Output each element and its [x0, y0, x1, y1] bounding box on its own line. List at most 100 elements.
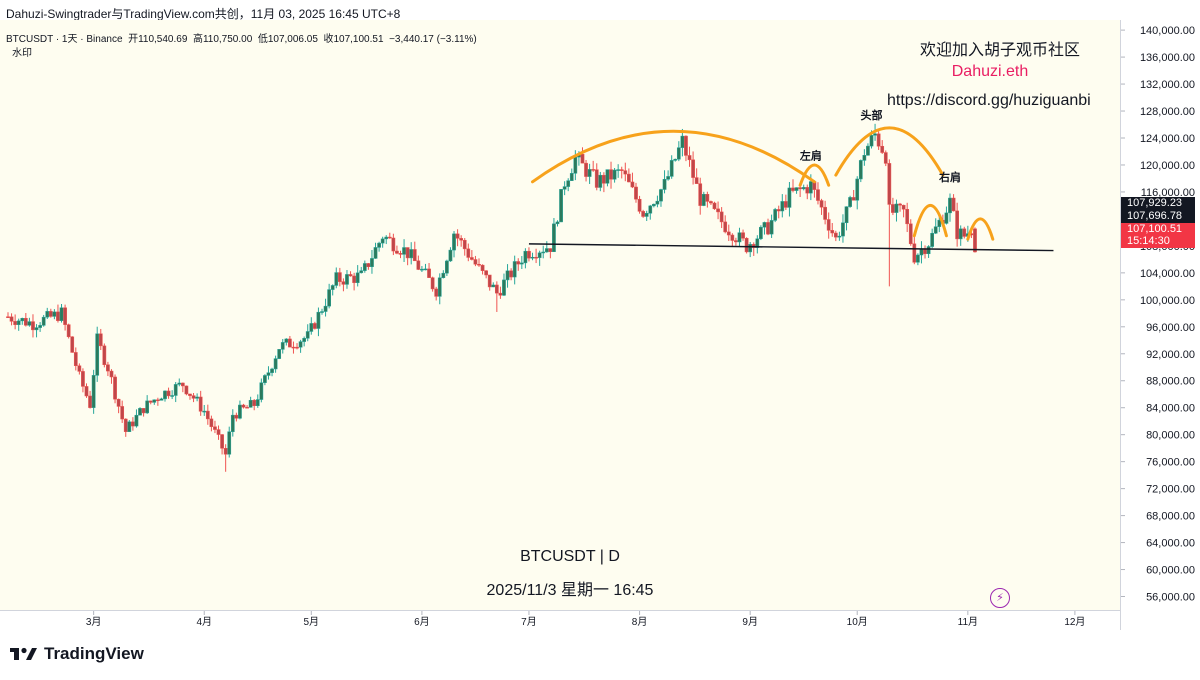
- candle-body: [402, 247, 406, 255]
- candle-body: [869, 135, 874, 147]
- candle-body: [16, 320, 21, 325]
- candle-body: [876, 133, 881, 147]
- candle-body: [923, 248, 927, 255]
- candle-body: [826, 219, 831, 231]
- candle-body: [833, 232, 838, 238]
- candle-body: [370, 258, 374, 268]
- candle-body: [462, 239, 467, 250]
- candle-body: [6, 316, 10, 318]
- candle-body: [59, 307, 64, 321]
- candle-body: [651, 203, 656, 207]
- candle-body: [559, 189, 563, 223]
- legend-open: 110,540.69: [138, 34, 188, 45]
- candle-body: [866, 145, 870, 156]
- candle-body: [662, 179, 667, 190]
- candle-body: [844, 206, 849, 224]
- price-tick-label: 128,000.00: [1140, 106, 1195, 118]
- watermark-toggle-label[interactable]: 水印: [12, 48, 32, 59]
- candle-body: [698, 183, 703, 206]
- time-tick-label: 10月: [847, 616, 868, 628]
- candle-body: [623, 170, 628, 175]
- legend-low: 107,006.05: [267, 34, 318, 45]
- candle-body: [962, 228, 967, 237]
- candle-body: [516, 261, 521, 265]
- candle-body: [726, 231, 731, 236]
- candle-body: [687, 155, 692, 161]
- price-tick-label: 72,000.00: [1146, 484, 1195, 496]
- candle-body: [248, 400, 253, 408]
- legend-close: 107,100.51: [333, 34, 384, 45]
- candle-body: [348, 274, 353, 277]
- candle-body: [534, 256, 538, 259]
- candle-body: [659, 189, 663, 202]
- candle-body: [195, 396, 199, 399]
- candle-body: [762, 222, 767, 228]
- candle-body: [95, 333, 100, 376]
- candle-body: [705, 194, 710, 202]
- candle-body: [148, 400, 153, 403]
- candle-body: [437, 277, 442, 297]
- candle-body: [883, 152, 888, 164]
- arc-1[interactable]: [531, 129, 816, 184]
- candle-body: [901, 204, 906, 210]
- legend-symbol: BTCUSDT · 1天 · Binance: [6, 34, 123, 45]
- candle-body: [926, 246, 931, 255]
- lightning-icon[interactable]: ⚡: [990, 588, 1010, 608]
- price-tick-label: 76,000.00: [1146, 457, 1195, 469]
- candle-body: [823, 206, 827, 220]
- candle-body: [102, 345, 107, 365]
- candle-body: [887, 163, 892, 205]
- right-shoulder-arc-2[interactable]: [966, 217, 995, 241]
- chart-area[interactable]: 左肩 头部 右肩 BTCUSDT · 1天 · Binance 开110,540.6…: [0, 20, 1120, 630]
- candle-body: [230, 414, 235, 432]
- right-shoulder-arc-1[interactable]: [912, 203, 948, 238]
- price-tick-label: 104,000.00: [1140, 268, 1195, 280]
- price-tick-label: 120,000.00: [1140, 160, 1195, 172]
- candle-body: [202, 410, 207, 413]
- candle-body: [34, 327, 39, 331]
- time-tick-label: 9月: [742, 616, 758, 628]
- candle-body: [295, 346, 299, 349]
- candle-body: [405, 247, 410, 259]
- time-tick-label: 7月: [521, 616, 537, 628]
- price-tick-label: 60,000.00: [1146, 565, 1195, 577]
- candle-body: [552, 223, 556, 253]
- candle-body: [434, 288, 439, 297]
- candle-body: [498, 292, 503, 296]
- candle-body: [20, 318, 25, 322]
- candle-body: [288, 338, 292, 348]
- candle-body: [512, 261, 517, 278]
- candle-body: [70, 336, 75, 353]
- candle-body: [334, 272, 339, 286]
- candle-body: [701, 194, 706, 206]
- candle-body: [56, 311, 60, 321]
- candle-body: [302, 338, 307, 342]
- candle-body: [330, 285, 335, 290]
- candle-body: [912, 243, 917, 263]
- candle-body: [120, 406, 125, 420]
- candle-body: [580, 153, 585, 164]
- neckline[interactable]: [528, 243, 1054, 252]
- candle-body: [152, 399, 157, 403]
- watermark-community: 欢迎加入胡子观币社区: [919, 42, 1080, 59]
- time-tick-label: 5月: [304, 616, 320, 628]
- candle-body: [616, 169, 621, 171]
- head-arc[interactable]: [834, 126, 945, 177]
- watermark-discord-link: https://discord.gg/huziguanbi: [887, 92, 1091, 109]
- candle-body: [131, 421, 135, 427]
- candle-body: [31, 321, 35, 331]
- candle-body: [81, 371, 85, 387]
- legend-close-label: 收: [323, 34, 334, 45]
- candle-body: [491, 284, 496, 288]
- candle-body: [9, 316, 14, 322]
- footer: TradingView: [0, 630, 1200, 680]
- candle-body: [951, 197, 956, 212]
- candle-body: [676, 147, 681, 160]
- candle-body: [52, 311, 57, 317]
- price-axis[interactable]: 56,000.00 60,000.00 64,000.00 68,000.00 72,0…: [1120, 20, 1200, 630]
- time-axis[interactable]: 3月 4月 5月 6月 7月 8月 9月 10月 11月 12月: [0, 610, 1120, 631]
- legend-high-label: 高: [192, 34, 203, 45]
- left-shoulder-arc[interactable]: [798, 163, 831, 187]
- candle-body: [751, 244, 756, 248]
